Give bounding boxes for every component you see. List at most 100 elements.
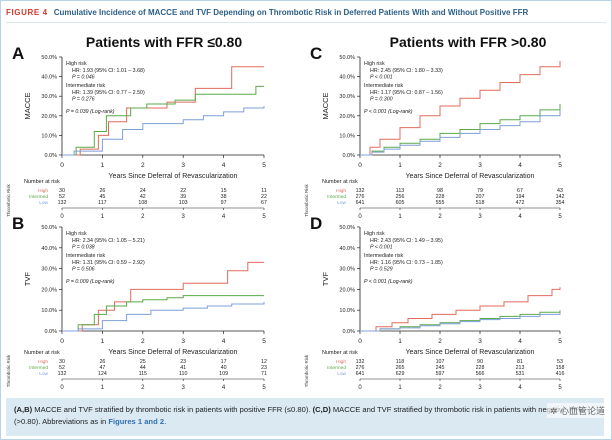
risk-axis-label-a-2: 2	[141, 214, 145, 220]
risk-count-b-intermediate-1: 47	[99, 365, 105, 371]
x-tick-label-a-1: 1	[101, 162, 105, 169]
risk-count-d-low-1: 629	[396, 371, 405, 377]
risk-axis-label-d-4: 4	[518, 385, 522, 391]
risk-count-b-high-1: 26	[99, 359, 105, 365]
risk-count-c-intermediate-2: 228	[436, 194, 445, 200]
risk-axis-label-c-5: 5	[558, 214, 562, 220]
risk-count-b-low-2: 115	[139, 371, 147, 377]
risk-count-d-high-2: 107	[436, 359, 445, 365]
y-tick-label-a-1: 10.0%	[41, 133, 57, 139]
risk-axis-label-d-0: 0	[358, 385, 362, 391]
risk-group-label-b-high: High	[38, 359, 48, 365]
risk-count-d-intermediate-3: 228	[476, 365, 485, 371]
risk-axis-label-c-4: 4	[518, 214, 522, 220]
y-tick-label-d-4: 40.0%	[339, 246, 355, 252]
annotation-d-5: P = 0.529	[370, 267, 393, 273]
risk-count-c-high-1: 113	[396, 188, 404, 194]
y-tick-label-b-1: 10.0%	[41, 308, 57, 314]
risk-count-c-intermediate-4: 194	[516, 194, 525, 200]
risk-count-b-high-3: 23	[180, 359, 186, 365]
annotation-b-0: High risk	[66, 231, 87, 237]
risk-group-label-a-low: Low	[39, 200, 48, 206]
caption-end: .	[164, 416, 167, 426]
curve-d-high	[360, 287, 561, 332]
risk-count-c-intermediate-0: 276	[356, 194, 365, 200]
y-tick-label-b-3: 30.0%	[41, 267, 57, 273]
curve-d-intermediate	[360, 310, 561, 332]
risk-axis-label-c-1: 1	[398, 214, 402, 220]
risk-table-title-d: Number at risk	[322, 350, 358, 356]
risk-group-label-c-low: Low	[337, 200, 346, 206]
panel-letter-d: D	[310, 214, 322, 233]
risk-axis-label-a-5: 5	[262, 214, 266, 220]
x-tick-label-d-1: 1	[398, 338, 402, 345]
risk-axis-label-d-1: 1	[398, 385, 402, 391]
risk-count-c-low-4: 472	[516, 200, 525, 206]
annotation-b-1: HR: 2.34 (95% CI: 1.05 – 5.21)	[72, 238, 145, 244]
y-axis-label-d: TVF	[321, 272, 330, 287]
risk-count-d-high-1: 118	[396, 359, 404, 365]
y-tick-label-c-4: 40.0%	[339, 75, 355, 81]
risk-count-a-low-4: 97	[221, 200, 227, 206]
x-axis-label-a: Years Since Deferral of Revascularizatio…	[109, 173, 238, 180]
caption-figure-link[interactable]: Figures 1 and 2	[108, 416, 165, 426]
risk-table-side-label-c: Thrombotic Risk	[304, 184, 309, 217]
risk-group-label-d-intermediate: Intermed	[327, 365, 346, 371]
risk-count-b-low-3: 110	[179, 371, 187, 377]
caption-text: (A,B) MACCE and TVF stratified by thromb…	[14, 404, 598, 427]
x-axis-label-d: Years Since Deferral of Revascularizatio…	[406, 349, 535, 356]
y-tick-label-d-1: 10.0%	[339, 308, 355, 314]
y-tick-label-d-5: 50.0%	[339, 225, 355, 231]
y-tick-label-c-0: 0.0%	[342, 153, 355, 159]
risk-axis-label-a-0: 0	[60, 214, 64, 220]
y-tick-label-a-5: 50.0%	[41, 55, 57, 61]
risk-count-d-intermediate-4: 213	[516, 365, 525, 371]
risk-count-c-high-4: 67	[517, 188, 523, 194]
risk-count-d-high-0: 132	[356, 359, 365, 365]
risk-count-a-high-4: 15	[221, 188, 227, 194]
x-tick-label-d-0: 0	[358, 338, 362, 345]
y-tick-label-d-2: 20.0%	[339, 287, 355, 293]
risk-axis-label-c-0: 0	[358, 214, 362, 220]
risk-count-c-intermediate-3: 207	[476, 194, 485, 200]
y-tick-label-a-3: 30.0%	[41, 94, 57, 100]
risk-count-b-low-4: 109	[219, 371, 228, 377]
risk-count-c-intermediate-1: 256	[396, 194, 405, 200]
x-tick-label-d-2: 2	[438, 338, 442, 345]
risk-count-b-intermediate-0: 52	[59, 365, 65, 371]
curve-c-high	[360, 60, 561, 156]
caption-text-ab: MACCE and TVF stratified by thrombotic r…	[32, 405, 313, 414]
y-axis-label-a: MACCE	[23, 92, 32, 119]
x-tick-label-b-1: 1	[101, 338, 105, 345]
risk-count-c-low-1: 605	[396, 200, 405, 206]
y-tick-label-a-4: 40.0%	[41, 75, 57, 81]
x-tick-label-c-1: 1	[398, 162, 402, 169]
curve-c-low	[360, 109, 561, 156]
x-tick-label-a-5: 5	[262, 162, 266, 169]
risk-group-label-c-intermediate: Intermed	[327, 194, 346, 200]
risk-count-a-low-5: 67	[261, 200, 267, 206]
x-tick-label-c-4: 4	[518, 162, 522, 169]
annotation-d-2: P < 0.001	[370, 245, 393, 251]
risk-group-label-b-low: Low	[39, 371, 48, 377]
figure-title: Cumulative Incidence of MACCE and TVF De…	[53, 8, 529, 17]
figure-header: FIGURE 4 Cumulative Incidence of MACCE an…	[6, 7, 528, 19]
risk-axis-label-b-5: 5	[262, 385, 266, 391]
risk-count-a-high-2: 24	[140, 188, 146, 194]
x-tick-label-a-4: 4	[222, 162, 226, 169]
annotation-c-3: Intermediate risk	[364, 83, 404, 89]
risk-count-d-intermediate-5: 158	[556, 365, 565, 371]
y-tick-label-a-0: 0.0%	[44, 153, 57, 159]
risk-count-d-high-3: 90	[477, 359, 483, 365]
risk-axis-label-b-3: 3	[182, 385, 186, 391]
annotation-b-5: P = 0.506	[72, 267, 95, 273]
risk-table-side-label-a: Thrombotic Risk	[6, 184, 11, 217]
y-axis-label-b: TVF	[23, 272, 32, 287]
risk-count-a-intermediate-2: 42	[140, 194, 146, 200]
annotation-b-2: P = 0.038	[72, 245, 95, 251]
risk-table-title-c: Number at risk	[322, 179, 358, 185]
curve-b-high	[62, 261, 264, 332]
risk-count-d-low-5: 416	[556, 371, 565, 377]
figure-label: FIGURE 4	[6, 8, 48, 17]
panel-letter-a: A	[12, 44, 24, 63]
